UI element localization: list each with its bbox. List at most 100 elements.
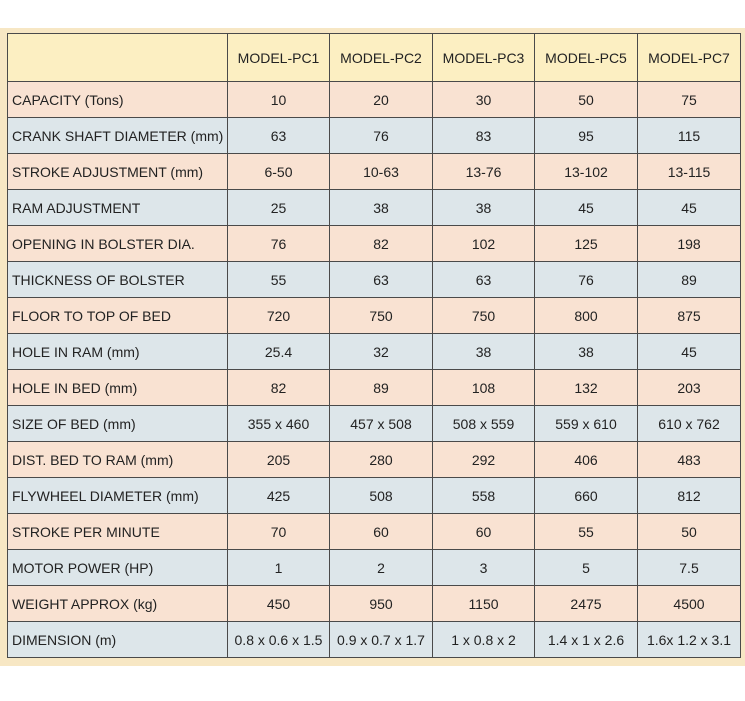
table-row: THICKNESS OF BOLSTER 55 63 63 76 89 [7,261,741,298]
cell-value: 70 [227,513,330,550]
row-label: HOLE IN RAM (mm) [7,333,228,370]
cell-value: 38 [432,333,535,370]
cell-value: 82 [329,225,433,262]
cell-value: 450 [227,585,330,622]
row-label: STROKE ADJUSTMENT (mm) [7,153,228,190]
cell-value: 30 [432,81,535,118]
cell-value: 89 [329,369,433,406]
cell-value: 720 [227,297,330,334]
cell-value: 280 [329,441,433,478]
table-row: FLYWHEEL DIAMETER (mm) 425 508 558 660 812 [7,477,741,514]
cell-value: 45 [637,189,741,226]
cell-value: 10-63 [329,153,433,190]
cell-value: 2475 [534,585,638,622]
table-row: MOTOR POWER (HP) 1 2 3 5 7.5 [7,549,741,586]
cell-value: 115 [637,117,741,154]
cell-value: 13-115 [637,153,741,190]
row-label: HOLE IN BED (mm) [7,369,228,406]
cell-value: 95 [534,117,638,154]
table-row: DIST. BED TO RAM (mm) 205 280 292 406 483 [7,441,741,478]
cell-value: 20 [329,81,433,118]
spec-table: MODEL-PC1 MODEL-PC2 MODEL-PC3 MODEL-PC5 MODE… [7,33,741,658]
cell-value: 38 [534,333,638,370]
table-row: SIZE OF BED (mm) 355 x 460 457 x 508 508 x … [7,405,741,442]
cell-value: 875 [637,297,741,334]
cell-value: 83 [432,117,535,154]
cell-value: 406 [534,441,638,478]
cell-value: 2 [329,549,433,586]
cell-value: 1 x 0.8 x 2 [432,621,535,658]
cell-value: 63 [329,261,433,298]
cell-value: 0.9 x 0.7 x 1.7 [329,621,433,658]
cell-value: 508 x 559 [432,405,535,442]
row-label: WEIGHT APPROX (kg) [7,585,228,622]
column-header: MODEL-PC1 [227,33,330,82]
row-label: MOTOR POWER (HP) [7,549,228,586]
row-label: SIZE OF BED (mm) [7,405,228,442]
table-row: WEIGHT APPROX (kg) 450 950 1150 2475 4500 [7,585,741,622]
row-label: STROKE PER MINUTE [7,513,228,550]
cell-value: 45 [534,189,638,226]
cell-value: 559 x 610 [534,405,638,442]
row-label: CRANK SHAFT DIAMETER (mm) [7,117,228,154]
table-row: RAM ADJUSTMENT 25 38 38 45 45 [7,189,741,226]
cell-value: 7.5 [637,549,741,586]
cell-value: 950 [329,585,433,622]
table-row: HOLE IN BED (mm) 82 89 108 132 203 [7,369,741,406]
cell-value: 508 [329,477,433,514]
row-label: CAPACITY (Tons) [7,81,228,118]
cell-value: 1150 [432,585,535,622]
cell-value: 55 [227,261,330,298]
table-row: CAPACITY (Tons) 10 20 30 50 75 [7,81,741,118]
cell-value: 82 [227,369,330,406]
row-label: FLOOR TO TOP OF BED [7,297,228,334]
cell-value: 355 x 460 [227,405,330,442]
cell-value: 203 [637,369,741,406]
cell-value: 89 [637,261,741,298]
cell-value: 32 [329,333,433,370]
row-label: THICKNESS OF BOLSTER [7,261,228,298]
table-row: CRANK SHAFT DIAMETER (mm) 63 76 83 95 115 [7,117,741,154]
cell-value: 60 [329,513,433,550]
cell-value: 205 [227,441,330,478]
cell-value: 102 [432,225,535,262]
cell-value: 63 [227,117,330,154]
row-label: OPENING IN BOLSTER DIA. [7,225,228,262]
cell-value: 750 [329,297,433,334]
cell-value: 38 [329,189,433,226]
cell-value: 457 x 508 [329,405,433,442]
cell-value: 800 [534,297,638,334]
cell-value: 750 [432,297,535,334]
table-row: DIMENSION (m) 0.8 x 0.6 x 1.5 0.9 x 0.7 x … [7,621,741,658]
cell-value: 125 [534,225,638,262]
row-label: RAM ADJUSTMENT [7,189,228,226]
cell-value: 60 [432,513,535,550]
cell-value: 76 [534,261,638,298]
cell-value: 198 [637,225,741,262]
cell-value: 50 [637,513,741,550]
corner-cell [7,33,228,82]
column-header: MODEL-PC3 [432,33,535,82]
table-row: STROKE ADJUSTMENT (mm) 6-50 10-63 13-76 13-1… [7,153,741,190]
cell-value: 1.6x 1.2 x 3.1 [637,621,741,658]
cell-value: 55 [534,513,638,550]
cell-value: 425 [227,477,330,514]
cell-value: 132 [534,369,638,406]
table-row: OPENING IN BOLSTER DIA. 76 82 102 125 198 [7,225,741,262]
column-header: MODEL-PC5 [534,33,638,82]
cell-value: 3 [432,549,535,586]
cell-value: 76 [329,117,433,154]
cell-value: 0.8 x 0.6 x 1.5 [227,621,330,658]
cell-value: 558 [432,477,535,514]
table-row: FLOOR TO TOP OF BED 720 750 750 800 875 [7,297,741,334]
cell-value: 10 [227,81,330,118]
cell-value: 292 [432,441,535,478]
row-label: DIMENSION (m) [7,621,228,658]
cell-value: 660 [534,477,638,514]
cell-value: 38 [432,189,535,226]
cell-value: 1 [227,549,330,586]
table-row: STROKE PER MINUTE 70 60 60 55 50 [7,513,741,550]
cell-value: 76 [227,225,330,262]
cell-value: 50 [534,81,638,118]
cell-value: 63 [432,261,535,298]
